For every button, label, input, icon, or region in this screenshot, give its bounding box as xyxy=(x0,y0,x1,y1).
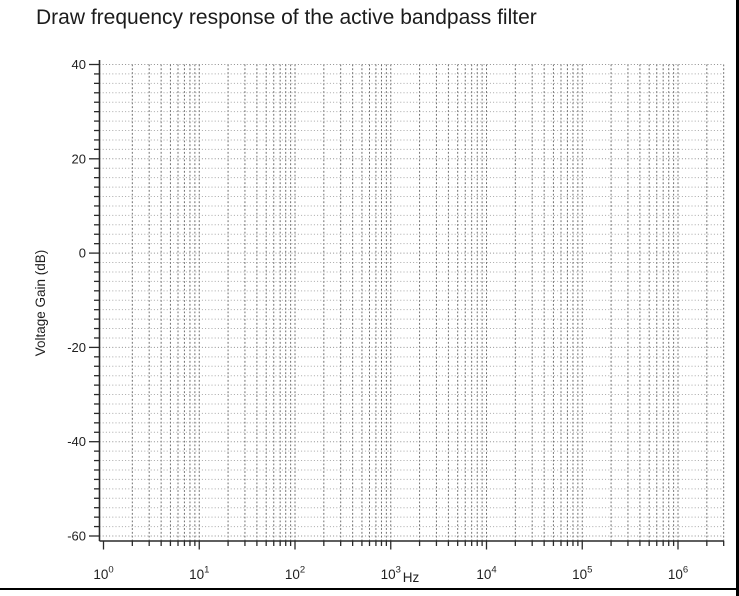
x-tick-label: 104 xyxy=(476,565,496,583)
y-tick-label: 0 xyxy=(79,246,86,261)
frame-border-bottom xyxy=(0,588,739,590)
y-tick-label: -20 xyxy=(67,340,86,355)
plot-area[interactable] xyxy=(100,60,724,541)
y-tick-label: 40 xyxy=(72,57,86,72)
x-tick-label: 100 xyxy=(93,565,113,583)
y-tick-label: -40 xyxy=(67,434,86,449)
y-tick-label: 20 xyxy=(72,151,86,166)
y-tick-label: -60 xyxy=(67,529,86,544)
x-tick-label: 103 xyxy=(381,565,401,583)
y-axis-title: Voltage Gain (dB) xyxy=(33,250,48,357)
x-axis-title: Hz xyxy=(403,570,420,585)
axis-lines xyxy=(98,60,724,542)
page-title: Draw frequency response of the active ba… xyxy=(36,6,537,29)
frame-border-right xyxy=(736,0,739,596)
x-tick-label: 105 xyxy=(572,565,592,583)
x-tick-label: 106 xyxy=(668,565,688,583)
x-tick-label: 102 xyxy=(285,565,305,583)
axis-ticks xyxy=(89,63,725,550)
x-tick-label: 101 xyxy=(189,565,209,583)
